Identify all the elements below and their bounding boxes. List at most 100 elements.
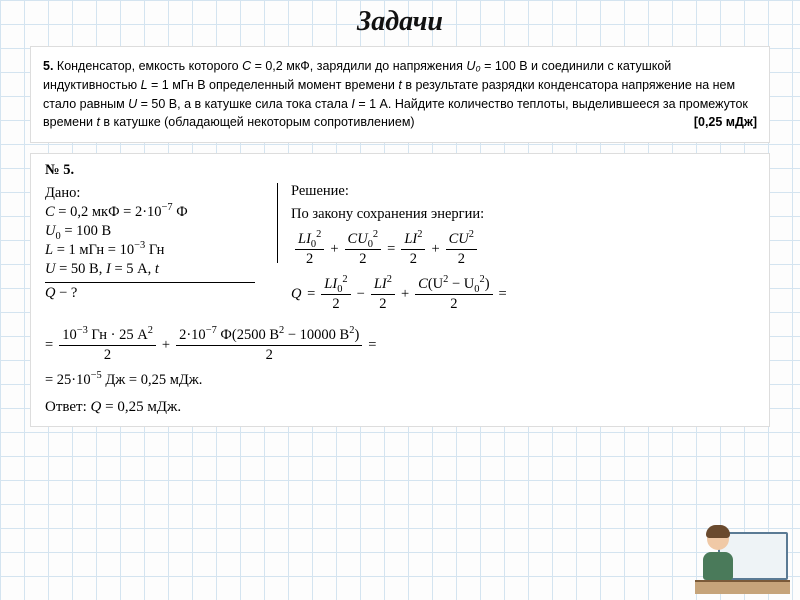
- den: 2: [455, 250, 468, 268]
- sym: C: [242, 59, 251, 73]
- page-title: Задачи: [0, 0, 800, 38]
- given-row: Q − ?: [45, 285, 255, 302]
- solution-block: № 5. Дано: C = 0,2 мкФ = 2·10−7 Ф U0 = 1…: [30, 153, 770, 427]
- sym: L: [45, 242, 53, 258]
- num: LI: [324, 276, 337, 292]
- val: = 0,2 мкФ = 2·10: [55, 204, 162, 220]
- exp: −7: [206, 325, 217, 336]
- num: LI: [298, 231, 311, 247]
- den: 2: [376, 295, 389, 313]
- problem-statement: 5. Конденсатор, емкость которого C = 0,2…: [30, 46, 770, 143]
- problem-number: 5.: [43, 59, 53, 73]
- unit: Ф: [173, 204, 188, 220]
- fraction: CU02 2: [345, 231, 382, 268]
- val: = 0,25 мДж.: [101, 399, 181, 415]
- exp: 2: [469, 229, 474, 240]
- equals: =: [303, 286, 315, 303]
- fraction: CU2 2: [446, 231, 477, 268]
- exp: 2: [148, 325, 153, 336]
- num: ): [485, 276, 490, 292]
- exp: 2: [342, 274, 347, 285]
- sym: Q: [91, 399, 102, 415]
- num: LI: [404, 231, 417, 247]
- equation-q: Q = LI02 2 − LI 2 2 + C(U2 − U02) 2: [291, 276, 755, 313]
- given-row: C = 0,2 мкФ = 2·10−7 Ф: [45, 204, 255, 221]
- given-row: L = 1 мГн = 10−3 Гн: [45, 242, 255, 259]
- sym: L: [141, 78, 148, 92]
- val: = 50 В,: [55, 261, 105, 277]
- val: − ?: [55, 285, 77, 301]
- sym: U: [45, 261, 55, 277]
- plus: +: [330, 241, 338, 258]
- num: (U: [428, 276, 443, 292]
- exp: 2: [316, 229, 321, 240]
- txt: Конденсатор, емкость которого: [57, 59, 242, 73]
- num: Ф(2500 В: [217, 327, 279, 343]
- sym: U: [45, 223, 55, 239]
- val: Дж = 0,25 мДж.: [102, 372, 203, 388]
- fraction: LI2 2: [401, 231, 425, 268]
- den: 2: [329, 295, 342, 313]
- plus: +: [431, 241, 439, 258]
- txt: = 1 мГн В определенный момент времени: [148, 78, 399, 92]
- equals: =: [387, 241, 395, 258]
- den: 2: [303, 250, 316, 268]
- answer-line: Ответ: Q = 0,25 мДж.: [45, 399, 755, 416]
- den: 2: [263, 346, 276, 364]
- given-row: U0 = 100 В: [45, 223, 255, 240]
- den: 2: [407, 250, 420, 268]
- num: LI: [374, 276, 387, 292]
- sym: U: [128, 97, 137, 111]
- exp: 2: [417, 229, 422, 240]
- vertical-divider: [277, 183, 278, 263]
- txt: в катушке (обладающей некоторым сопротив…: [100, 115, 415, 129]
- exp: 2: [373, 229, 378, 240]
- expected-answer: [0,25 мДж]: [694, 113, 757, 132]
- fraction: LI02 2: [321, 276, 350, 313]
- num: − 10000 В: [284, 327, 349, 343]
- exp: −3: [77, 325, 88, 336]
- fraction: C(U2 − U02) 2: [415, 276, 492, 313]
- txt: = 50 В, а в катушке сила тока стала: [137, 97, 351, 111]
- desk-icon: [695, 580, 790, 594]
- exp: −5: [91, 370, 102, 381]
- exp: −7: [162, 202, 173, 213]
- exp: −3: [134, 240, 145, 251]
- horizontal-divider: [45, 282, 255, 283]
- num: 10: [62, 327, 77, 343]
- sym: U₀: [466, 59, 480, 73]
- val: = 1 мГн = 10: [53, 242, 134, 258]
- fraction: 10−3 Гн · 25 А2 2: [59, 327, 156, 364]
- given-row: U = 50 В, I = 5 А, t: [45, 261, 255, 278]
- fraction: LI02 2: [295, 231, 324, 268]
- sym: Q: [291, 286, 301, 303]
- num: 2·10: [179, 327, 206, 343]
- sym: Q: [45, 285, 55, 301]
- den: 2: [101, 346, 114, 364]
- plus: +: [162, 337, 170, 354]
- plus: +: [401, 286, 409, 303]
- txt: = 0,2 мкФ, зарядили до напряжения: [251, 59, 466, 73]
- val: = 5 А,: [111, 261, 155, 277]
- given-column: Дано: C = 0,2 мкФ = 2·10−7 Ф U0 = 100 В …: [45, 183, 265, 304]
- val: = 25·10: [45, 372, 91, 388]
- fraction: 2·10−7 Ф(2500 В2 − 10000 В2) 2: [176, 327, 362, 364]
- equation-numeric: = 10−3 Гн · 25 А2 2 + 2·10−7 Ф(2500 В2 −…: [45, 327, 755, 364]
- num: C: [418, 276, 428, 292]
- principle-text: По закону сохранения энергии:: [291, 206, 755, 223]
- den: 2: [447, 295, 460, 313]
- sym: C: [45, 204, 55, 220]
- label: Ответ:: [45, 399, 91, 415]
- solution-label: Решение:: [291, 183, 755, 200]
- den: 2: [356, 250, 369, 268]
- equals: =: [45, 337, 53, 354]
- student-clipart: [695, 479, 790, 594]
- num: CU: [449, 231, 469, 247]
- num: ): [354, 327, 359, 343]
- given-solution-row: Дано: C = 0,2 мкФ = 2·10−7 Ф U0 = 100 В …: [45, 183, 755, 321]
- num: Гн · 25 А: [88, 327, 148, 343]
- solution-column: Решение: По закону сохранения энергии: L…: [285, 183, 755, 321]
- minus: −: [357, 286, 365, 303]
- sym: t: [155, 261, 159, 277]
- equals: =: [499, 286, 507, 303]
